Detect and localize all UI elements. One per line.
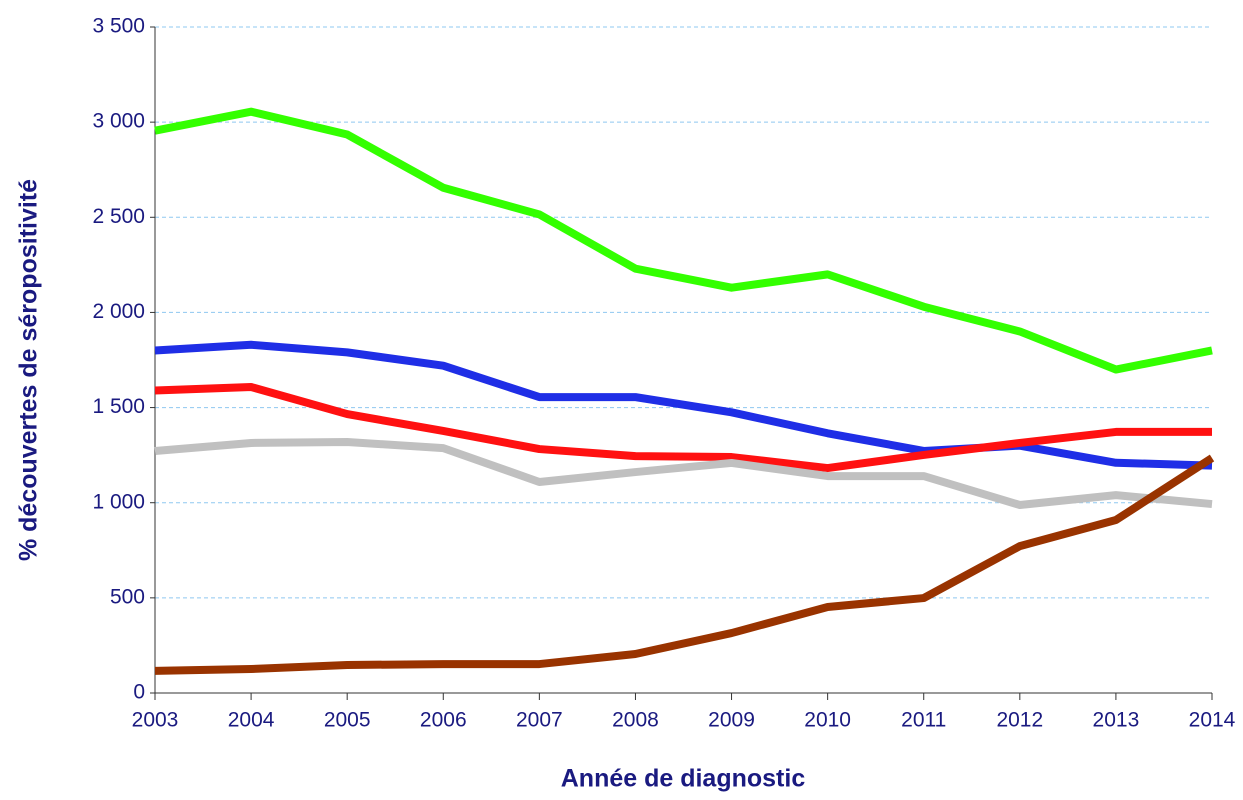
y-tick-label: 1 500	[92, 395, 145, 418]
y-axis-title: % découvertes de séropositivité	[15, 179, 43, 561]
y-tick-label: 1 000	[92, 490, 145, 513]
x-tick-label: 2007	[516, 709, 563, 732]
x-tick-label: 2012	[996, 709, 1043, 732]
series-line	[154, 383, 1212, 473]
x-tick-label: 2006	[420, 709, 467, 732]
y-tick-label: 2 000	[92, 300, 145, 323]
x-tick-label: 2011	[901, 709, 946, 732]
y-tick-label: 3 500	[92, 15, 145, 38]
series-line	[154, 438, 1213, 509]
x-tick-label: 2003	[132, 709, 179, 732]
y-tick-label: 500	[110, 585, 145, 608]
x-axis-title: Année de diagnostic	[561, 765, 806, 793]
y-tick-label: 3 000	[92, 110, 145, 133]
series-line	[154, 340, 1213, 470]
x-tick-label: 2010	[804, 709, 851, 732]
series-line	[154, 107, 1213, 374]
x-tick-label: 2009	[708, 709, 755, 732]
x-tick-label: 2004	[228, 709, 275, 732]
x-tick-label: 2013	[1093, 709, 1140, 732]
x-tick-label: 2008	[612, 709, 659, 732]
series-line	[154, 454, 1215, 675]
x-tick-label: 2005	[324, 709, 371, 732]
y-tick-label: 2 500	[92, 205, 145, 228]
x-tick-label: 2014	[1189, 709, 1236, 732]
y-tick-label: 0	[133, 681, 145, 704]
